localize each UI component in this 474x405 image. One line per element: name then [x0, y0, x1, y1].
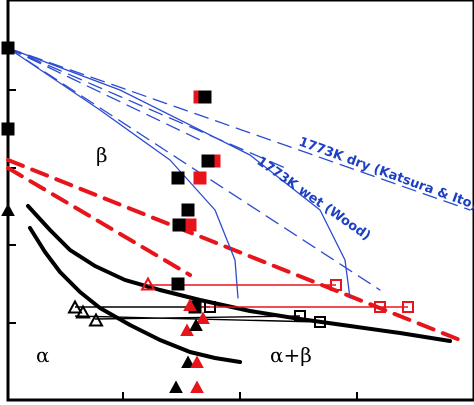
data-point-triangle: [67, 299, 83, 314]
boundary-blue-solid-b: [7, 47, 351, 299]
data-point-triangle: [189, 318, 203, 331]
data-point-square: [171, 277, 185, 291]
boundary-solid-upper: [26, 204, 452, 343]
data-point-square: [330, 279, 342, 291]
data-markers: [1, 41, 414, 393]
boundary-blue-wet-long: [7, 47, 381, 291]
data-point-triangle: [190, 355, 204, 368]
data-point-triangle: [190, 380, 204, 393]
data-point-square: [171, 171, 185, 185]
beta-field-label: β: [96, 143, 108, 167]
frame-ticks: [8, 89, 358, 400]
alpha-field-label: α: [36, 343, 50, 367]
data-point-triangle: [196, 311, 210, 324]
tie-lines: [74, 284, 408, 323]
phase-boundaries: [6, 47, 471, 364]
boundary-blue-solid-a: [7, 47, 239, 299]
data-point-square: [294, 310, 306, 322]
data-point-triangle: [75, 304, 91, 319]
alpha-beta-field-label: α+β: [270, 343, 312, 367]
data-point-square: [204, 301, 216, 313]
data-point-triangle: [140, 276, 156, 291]
data-point-square: [1, 122, 15, 136]
boundary-blue-dry-long: [7, 47, 471, 211]
boundary-blue-dash-3: [7, 47, 291, 171]
data-point-square: [314, 316, 326, 328]
data-point-square: [172, 218, 186, 232]
data-point-square: [183, 218, 197, 232]
data-point-square: [374, 301, 386, 313]
data-point-triangle: [183, 298, 197, 311]
data-point-square: [402, 301, 414, 313]
data-point-triangle: [88, 312, 104, 327]
boundary-red-dash-lower: [6, 166, 192, 277]
tie-line: [94, 315, 301, 320]
data-point-square: [193, 171, 207, 185]
data-point-square: [181, 203, 195, 217]
tie-line: [74, 315, 321, 323]
boundary-blue-dash-4: [7, 47, 201, 141]
data-point-square: [201, 154, 215, 168]
data-point-triangle: [181, 355, 195, 368]
data-point-triangle: [1, 203, 15, 216]
data-point-square: [198, 90, 212, 104]
boundary-solid-lower: [28, 226, 242, 364]
data-point-triangle: [169, 380, 183, 393]
data-point-square: [1, 41, 15, 55]
